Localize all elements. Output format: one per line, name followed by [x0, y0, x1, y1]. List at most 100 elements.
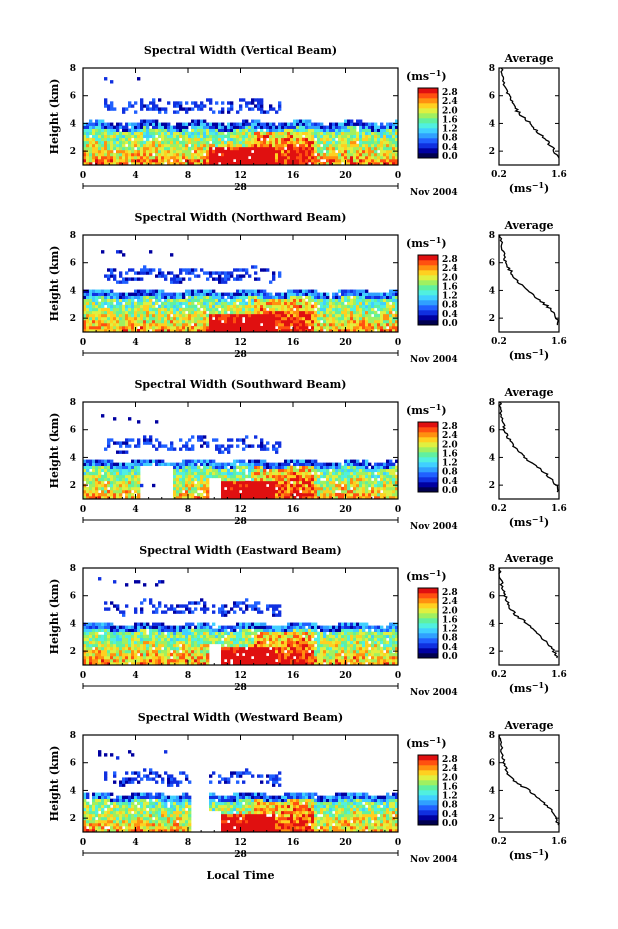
- heatmap-cell: [269, 298, 273, 303]
- heatmap-cell: [107, 634, 111, 639]
- heatmap-cell: [293, 304, 297, 309]
- heatmap-cell: [191, 122, 195, 126]
- heatmap-cell: [113, 319, 117, 324]
- heatmap-cell: [200, 119, 204, 123]
- heatmap-cell: [353, 128, 357, 133]
- heatmap-cell: [200, 471, 204, 476]
- heatmap-cell: [257, 158, 261, 163]
- heatmap-cell: [95, 313, 99, 318]
- heatmap-cell: [359, 322, 363, 327]
- heatmap-cell: [227, 131, 231, 136]
- heatmap-cell: [158, 107, 162, 111]
- heatmap-cell: [374, 325, 378, 330]
- heatmap-cell: [389, 307, 393, 312]
- heatmap-cell: [155, 307, 159, 312]
- heatmap-cell: [278, 471, 282, 476]
- heatmap-cell: [335, 292, 339, 296]
- heatmap-cell: [149, 304, 153, 309]
- heatmap-cell: [254, 128, 258, 133]
- heatmap-cell: [164, 274, 168, 278]
- heatmap-cell: [191, 143, 195, 148]
- heatmap-cell: [149, 634, 153, 639]
- heatmap-cell: [281, 137, 285, 142]
- heatmap-cell: [326, 143, 330, 148]
- heatmap-cell: [332, 137, 336, 142]
- heatmap-cell: [236, 155, 240, 160]
- heatmap-cell: [134, 149, 138, 154]
- heatmap-cell: [152, 661, 156, 666]
- heatmap-cell: [374, 301, 378, 306]
- heatmap-cell: [134, 459, 138, 463]
- heatmap-cell: [353, 134, 357, 139]
- heatmap-cell: [125, 495, 129, 500]
- heatmap-cell: [272, 474, 276, 479]
- heatmap-cell: [110, 319, 114, 324]
- heatmap-cell: [86, 631, 90, 636]
- colorbar-tick-label: 1.2: [442, 292, 458, 302]
- heatmap-cell: [227, 489, 231, 494]
- heatmap-cell: [167, 319, 171, 324]
- heatmap-cell: [344, 155, 348, 160]
- heatmap-cell: [392, 295, 396, 300]
- heatmap-cell: [383, 310, 387, 315]
- heatmap-cell: [146, 292, 150, 296]
- heatmap-cell: [380, 158, 384, 163]
- heatmap-cell: [143, 459, 147, 463]
- heatmap-cell: [329, 298, 333, 303]
- heatmap-cell: [254, 492, 258, 497]
- heatmap-cell: [392, 137, 396, 142]
- heatmap-cell: [254, 495, 258, 500]
- heatmap-cell: [224, 298, 228, 303]
- heatmap-cell: [86, 652, 90, 657]
- heatmap-cell: [392, 140, 396, 145]
- heatmap-cell: [368, 492, 372, 497]
- heatmap-cell: [305, 131, 309, 136]
- heatmap-cell: [113, 625, 117, 629]
- heatmap-cell: [305, 310, 309, 315]
- heatmap-cell: [149, 128, 153, 133]
- heatmap-cell: [368, 462, 372, 467]
- heatmap-cell: [203, 134, 207, 139]
- heatmap-cell: [116, 301, 120, 306]
- heatmap-cell: [149, 155, 153, 160]
- month-label: Nov 2004: [410, 188, 458, 198]
- heatmap-cell: [134, 304, 138, 309]
- heatmap-cell: [182, 495, 186, 500]
- heatmap-cell: [137, 640, 141, 645]
- heatmap-cell: [107, 161, 111, 166]
- heatmap-cell: [290, 322, 294, 327]
- heatmap-cell: [293, 155, 297, 160]
- heatmap-cell: [116, 471, 120, 476]
- heatmap-cell: [269, 143, 273, 148]
- heatmap-cell: [104, 483, 108, 488]
- heatmap-cell: [368, 301, 372, 306]
- heatmap-cell: [287, 125, 291, 129]
- heatmap-cell: [104, 101, 108, 105]
- heatmap-cell: [287, 492, 291, 497]
- heatmap-cell: [128, 631, 132, 636]
- heatmap-cell: [107, 661, 111, 666]
- heatmap-cell: [194, 149, 198, 154]
- heatmap-cell: [146, 462, 150, 467]
- heatmap-cell: [317, 155, 321, 160]
- heatmap-cell: [146, 131, 150, 136]
- heatmap-cell: [269, 134, 273, 139]
- heatmap-cell: [332, 307, 336, 312]
- heatmap-cell: [170, 271, 174, 275]
- heatmap-cell: [230, 444, 234, 448]
- heatmap-cell: [164, 158, 168, 163]
- heatmap-cell: [149, 119, 153, 123]
- heatmap-cell: [206, 468, 210, 473]
- heatmap-cell: [119, 143, 123, 148]
- heatmap-cell: [86, 468, 90, 473]
- heatmap-cell: [140, 459, 144, 463]
- heatmap-cell: [137, 646, 141, 651]
- heatmap-cell: [116, 313, 120, 318]
- heatmap-cell: [212, 474, 216, 479]
- heatmap-cell: [128, 322, 132, 327]
- heatmap-cell: [263, 459, 267, 463]
- heatmap-cell: [122, 661, 126, 666]
- heatmap-cell: [320, 295, 324, 300]
- heatmap-cell: [266, 462, 270, 467]
- heatmap-cell: [86, 128, 90, 133]
